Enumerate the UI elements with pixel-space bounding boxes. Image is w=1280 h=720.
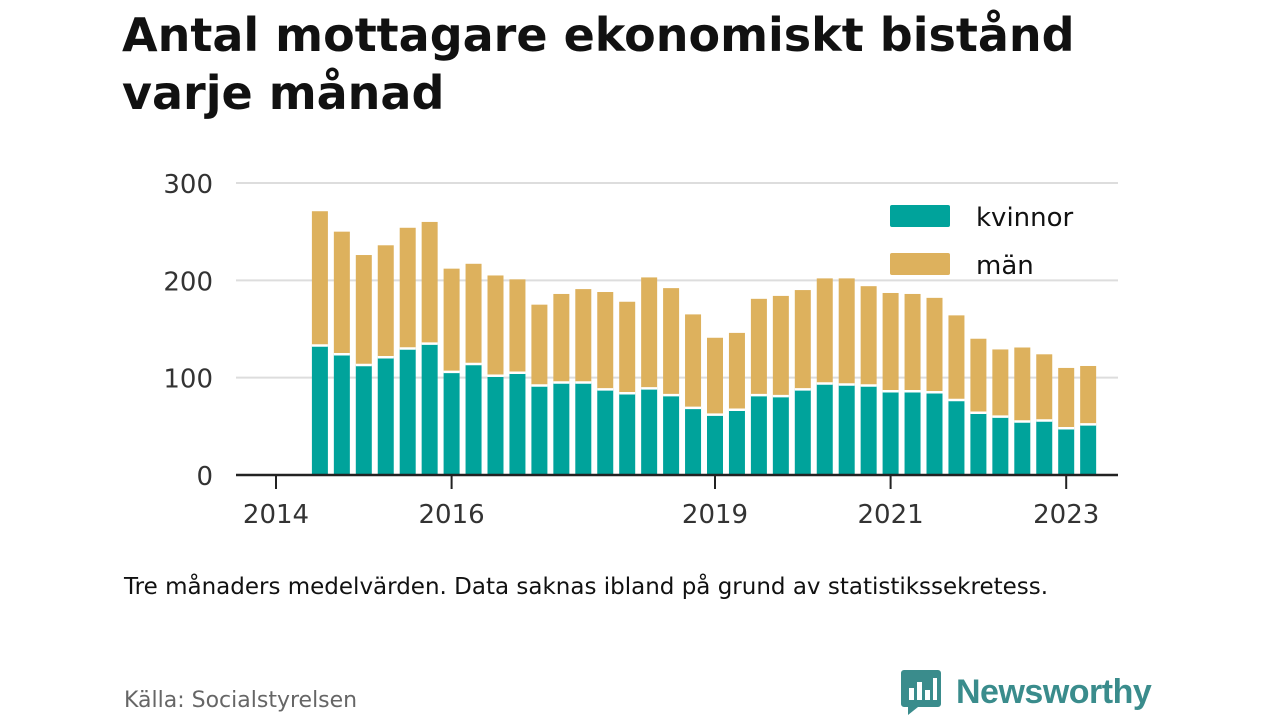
bar-man xyxy=(421,221,438,344)
bar-man xyxy=(355,255,372,366)
bar-kvinnor xyxy=(531,385,548,475)
bar-kvinnor xyxy=(838,384,855,475)
legend-swatch-man xyxy=(890,253,950,275)
bar-kvinnor xyxy=(685,407,702,475)
bar-man xyxy=(794,290,811,390)
bar-man xyxy=(465,263,482,365)
bar-kvinnor xyxy=(728,409,745,475)
bar-kvinnor xyxy=(553,382,570,475)
bar-kvinnor xyxy=(904,391,921,475)
bar-man xyxy=(1080,365,1097,425)
bar-kvinnor xyxy=(399,348,416,475)
bar-kvinnor xyxy=(663,395,680,475)
bar-kvinnor xyxy=(1036,420,1053,475)
bar-kvinnor xyxy=(333,354,350,475)
bar-kvinnor xyxy=(509,372,526,475)
bar-man xyxy=(772,295,789,397)
chart-title-line-2: varje månad xyxy=(122,66,445,120)
bar-kvinnor xyxy=(377,357,394,475)
x-tick-label: 2019 xyxy=(682,500,748,530)
bar-kvinnor xyxy=(1080,424,1097,475)
bar-kvinnor xyxy=(794,389,811,475)
legend-swatch-kvinnor xyxy=(890,205,950,227)
bar-man xyxy=(1036,354,1053,421)
bar-man xyxy=(597,292,614,390)
bar-kvinnor xyxy=(311,345,328,475)
chart-title-line-1: Antal mottagare ekonomiskt bistånd xyxy=(122,8,1075,62)
bar-kvinnor xyxy=(750,395,767,475)
bar-man xyxy=(641,277,658,389)
bar-man xyxy=(948,315,965,401)
bar-kvinnor xyxy=(860,385,877,475)
bar-man xyxy=(1014,347,1031,422)
bar-man xyxy=(728,332,745,410)
bar-man xyxy=(443,268,460,372)
bar-man xyxy=(685,314,702,408)
bar-man xyxy=(970,338,987,413)
axes: 0 100 200 300 2014 2016 2019 2021 2023 xyxy=(163,170,1118,530)
bar-man xyxy=(377,245,394,358)
legend-label-man: män xyxy=(976,251,1034,281)
bar-kvinnor xyxy=(421,343,438,475)
bar-man xyxy=(707,337,723,415)
y-tick-label: 0 xyxy=(196,462,213,492)
newsworthy-logo-icon xyxy=(901,670,941,715)
stacked-bar-chart: 0 100 200 300 2014 2016 2019 2021 2023 kvinnor m… xyxy=(163,170,1118,530)
bars xyxy=(311,211,1097,475)
chart-caption: Tre månaders medelvärden. Data saknas ib… xyxy=(124,574,1049,600)
x-tick-label: 2021 xyxy=(858,500,924,530)
bar-man xyxy=(619,301,636,394)
bar-kvinnor xyxy=(465,364,482,475)
bar-kvinnor xyxy=(487,375,504,475)
legend: kvinnor män xyxy=(890,203,1074,281)
bar-kvinnor xyxy=(992,416,1009,475)
x-tick-label: 2023 xyxy=(1033,500,1099,530)
bar-kvinnor xyxy=(882,391,899,475)
bar-kvinnor xyxy=(816,383,833,475)
legend-label-kvinnor: kvinnor xyxy=(976,203,1074,233)
chart-title: Antal mottagare ekonomiskt bistånd varje… xyxy=(122,6,1202,122)
bar-kvinnor xyxy=(948,400,965,475)
bar-man xyxy=(750,298,767,396)
source-note: Källa: Socialstyrelsen xyxy=(124,688,358,713)
bar-kvinnor xyxy=(641,388,658,475)
bar-man xyxy=(904,293,921,392)
bar-man xyxy=(553,293,570,383)
x-tick-label: 2014 xyxy=(243,500,309,530)
y-tick-label: 300 xyxy=(163,170,213,200)
y-tick-label: 100 xyxy=(163,365,213,395)
bar-kvinnor xyxy=(575,382,592,475)
bar-kvinnor xyxy=(443,371,460,475)
bar-kvinnor xyxy=(355,365,372,475)
bar-kvinnor xyxy=(1014,421,1031,475)
bar-man xyxy=(860,286,877,386)
bar-kvinnor xyxy=(707,414,723,475)
bar-man xyxy=(575,289,592,383)
bar-kvinnor xyxy=(619,393,636,475)
bar-man xyxy=(882,292,899,392)
bar-kvinnor xyxy=(970,412,987,475)
bar-man xyxy=(531,304,548,386)
bar-man xyxy=(487,275,504,376)
bar-man xyxy=(663,288,680,396)
bar-man xyxy=(926,297,943,393)
x-tick-label: 2016 xyxy=(419,500,485,530)
bar-kvinnor xyxy=(926,392,943,475)
bar-kvinnor xyxy=(1058,428,1075,475)
bar-man xyxy=(399,227,416,349)
y-tick-label: 200 xyxy=(163,267,213,297)
bar-man xyxy=(838,278,855,385)
bar-man xyxy=(311,211,328,346)
newsworthy-logo-text: Newsworthy xyxy=(956,672,1152,711)
bar-kvinnor xyxy=(772,396,789,475)
bar-man xyxy=(333,231,350,355)
bar-man xyxy=(992,349,1009,417)
newsworthy-logo: Newsworthy xyxy=(900,668,1152,716)
bar-man xyxy=(509,279,526,373)
bar-man xyxy=(1058,367,1075,429)
bar-kvinnor xyxy=(597,389,614,475)
bar-man xyxy=(816,278,833,384)
